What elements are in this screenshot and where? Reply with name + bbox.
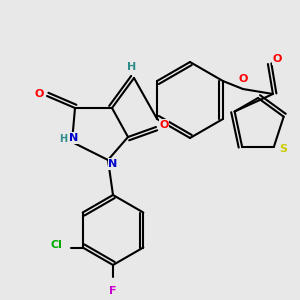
Text: O: O (238, 74, 248, 84)
Text: H: H (59, 134, 67, 144)
Text: O: O (34, 89, 44, 99)
Text: F: F (109, 286, 117, 296)
Text: O: O (159, 120, 169, 130)
Text: Cl: Cl (51, 241, 63, 250)
Text: N: N (69, 133, 79, 143)
Text: H: H (128, 62, 136, 72)
Text: O: O (272, 54, 282, 64)
Text: N: N (108, 159, 118, 169)
Text: S: S (279, 144, 287, 154)
